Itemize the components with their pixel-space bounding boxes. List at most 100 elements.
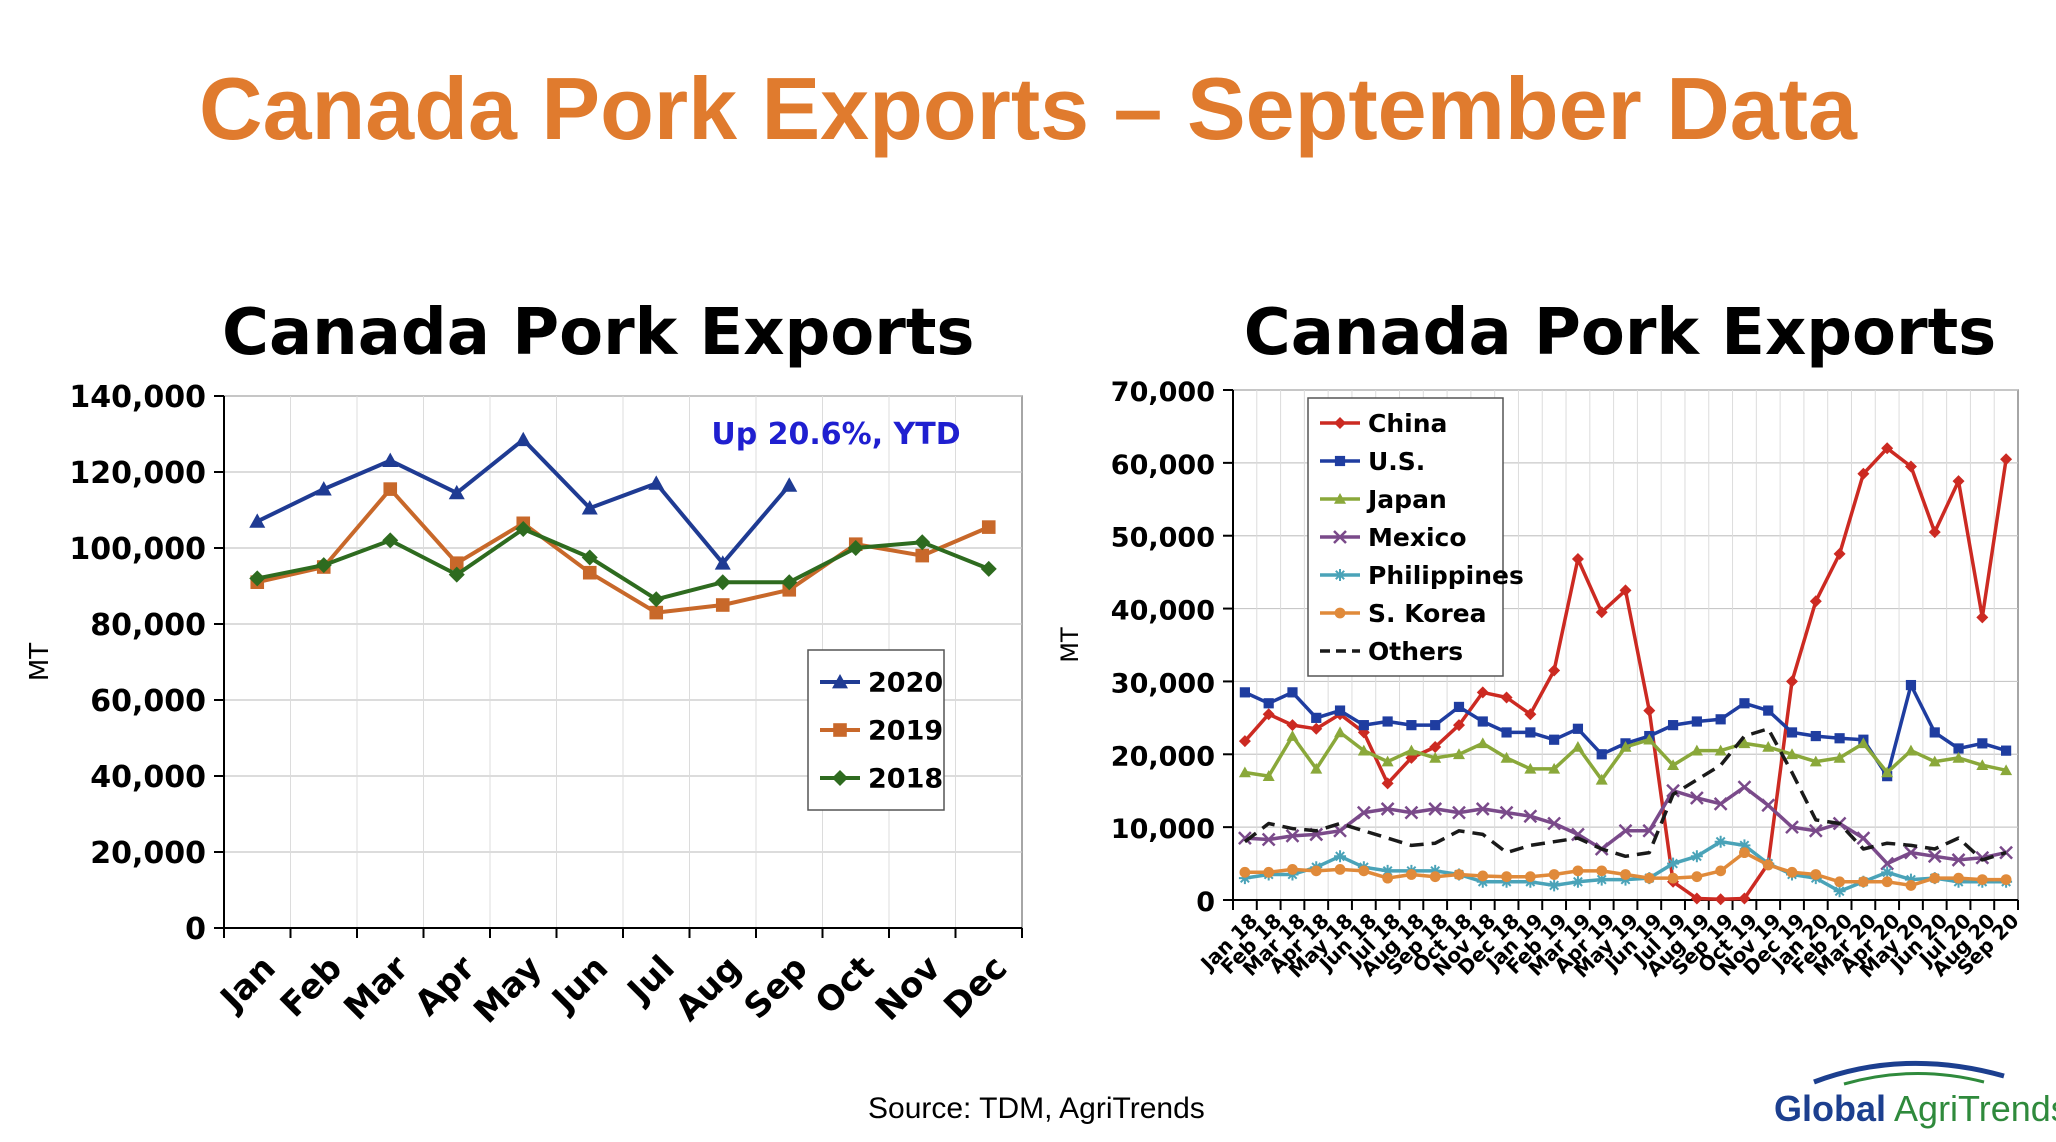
data-point [1238, 831, 1252, 845]
data-point [1667, 857, 1680, 870]
data-point [1334, 850, 1347, 863]
c0-y-tick-label: 60,000 [90, 684, 206, 719]
data-point [1334, 726, 1347, 738]
data-point [1762, 741, 1775, 752]
data-point [1952, 751, 1965, 763]
data-point [1857, 876, 1869, 888]
data-point [1833, 885, 1846, 898]
data-point [649, 605, 664, 620]
data-point [1977, 738, 1988, 749]
data-point [1525, 727, 1536, 738]
data-point [448, 566, 465, 583]
data-point [1477, 716, 1488, 727]
c1-legend-marker [1334, 417, 1346, 429]
data-point [1476, 875, 1489, 888]
logo-text-global: Global [1774, 1088, 1887, 1129]
c1-series-japan [1238, 726, 2013, 785]
data-point [1261, 832, 1276, 847]
data-point [382, 532, 399, 549]
c0-legend-label: 2018 [868, 764, 943, 795]
data-point [781, 574, 798, 591]
c1-y-tick-label: 0 [1196, 887, 1215, 918]
data-point [1904, 744, 1917, 756]
data-point [1738, 737, 1751, 749]
c0-y-axis-label: MT [25, 643, 55, 681]
left-chart-title: Canada Pork Exports [222, 296, 975, 370]
data-point [1857, 737, 1870, 749]
c1-y-tick-label: 50,000 [1111, 523, 1215, 554]
data-point [1428, 802, 1443, 816]
data-point [1524, 871, 1536, 883]
data-point [1714, 835, 1727, 848]
data-point [1691, 871, 1703, 883]
data-point [1263, 866, 1275, 878]
data-point [1905, 679, 1917, 691]
data-point [1618, 823, 1633, 838]
data-point [1500, 691, 1513, 704]
data-point [1667, 759, 1680, 771]
data-point [1500, 751, 1513, 763]
data-point [1453, 701, 1465, 713]
data-point [1762, 859, 1774, 871]
data-point [847, 540, 864, 556]
data-point [1739, 847, 1750, 859]
data-point [315, 481, 332, 496]
data-point [515, 521, 532, 537]
data-point [1881, 442, 1894, 455]
data-point [1285, 829, 1300, 843]
data-point [1976, 874, 1988, 885]
c1-legend-label: Philippines [1368, 561, 1524, 590]
c0-y-tick-label: 0 [185, 912, 206, 947]
c0-legend-label: 2020 [868, 668, 943, 699]
data-point [1548, 879, 1561, 892]
data-point [1405, 744, 1418, 756]
c0-y-tick-label: 80,000 [90, 608, 206, 643]
data-point [1620, 869, 1631, 880]
data-point [1810, 869, 1822, 880]
data-point [1809, 755, 1822, 767]
c1-series-s-korea [1239, 847, 2012, 891]
data-point [1476, 737, 1489, 749]
c1-y-tick-label: 10,000 [1111, 814, 1215, 845]
data-point [648, 475, 665, 490]
data-point [1429, 741, 1442, 753]
data-point [1596, 865, 1608, 877]
data-point [914, 534, 931, 551]
data-point [1404, 805, 1419, 820]
data-point [1262, 708, 1275, 721]
data-point [1239, 866, 1251, 878]
data-point [1381, 864, 1394, 877]
data-point [1929, 727, 1940, 738]
data-point [1548, 762, 1561, 774]
data-point [1287, 864, 1298, 875]
data-point [1406, 720, 1417, 731]
data-point [1429, 864, 1442, 877]
data-point [1475, 802, 1490, 816]
c1-y-tick-label: 20,000 [1111, 741, 1215, 772]
data-point [1808, 823, 1823, 838]
data-point [448, 484, 465, 500]
data-point [1714, 893, 1727, 906]
data-point [1690, 744, 1703, 756]
data-point [1834, 876, 1845, 888]
c0-legend-marker [832, 674, 848, 689]
data-point [1643, 704, 1656, 717]
data-point [1810, 730, 1821, 742]
data-point [1929, 872, 1941, 884]
c1-legend-label: China [1368, 409, 1447, 438]
data-point [1715, 714, 1726, 725]
data-point [1381, 755, 1394, 767]
data-point [714, 555, 731, 570]
data-point [1643, 733, 1656, 745]
c1-legend-marker [1334, 607, 1346, 619]
data-point [1453, 869, 1465, 880]
data-point [1666, 783, 1680, 798]
data-point [582, 565, 597, 580]
c1-series-mexico [1238, 780, 2013, 871]
c1-legend-marker [1334, 493, 1346, 504]
data-point [715, 598, 730, 612]
data-point [1310, 865, 1322, 877]
c1-legend-label: S. Korea [1368, 599, 1486, 628]
data-point [1358, 865, 1370, 877]
data-point [1524, 762, 1537, 774]
